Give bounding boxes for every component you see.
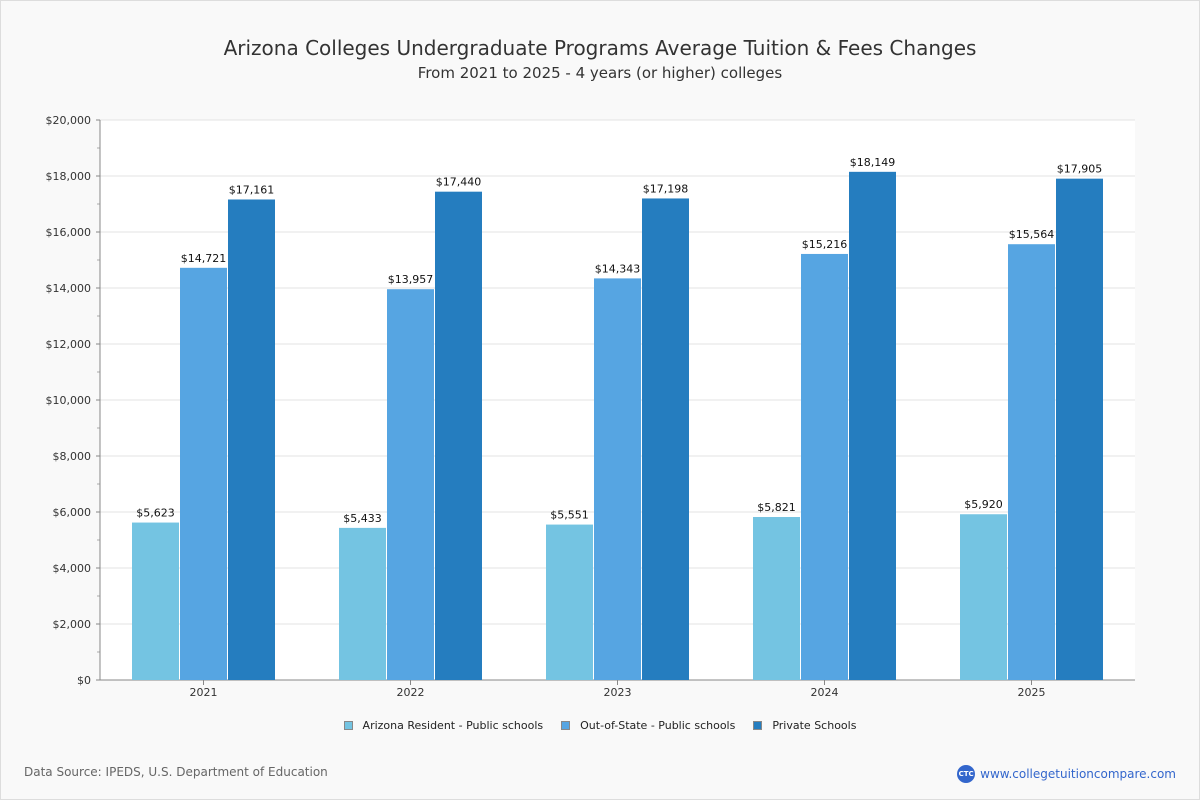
legend-label: Private Schools	[772, 719, 857, 732]
x-tick-label: 2025	[1018, 686, 1046, 699]
x-tick-label: 2021	[190, 686, 218, 699]
bar	[387, 289, 434, 680]
data-label: $18,149	[850, 156, 896, 169]
brand-link[interactable]: CTC www.collegetuitioncompare.com	[957, 765, 1176, 783]
data-label: $5,920	[964, 498, 1003, 511]
bar	[849, 171, 896, 680]
legend-item[interactable]: Arizona Resident - Public schools	[343, 719, 544, 732]
data-source: Data Source: IPEDS, U.S. Department of E…	[24, 765, 328, 779]
data-label: $5,433	[343, 512, 382, 525]
chart-legend: Arizona Resident - Public schools Out-of-…	[0, 719, 1200, 732]
y-tick-label: $16,000	[46, 226, 92, 239]
bar	[228, 199, 275, 680]
data-label: $5,623	[136, 507, 175, 520]
bar	[594, 278, 641, 680]
data-label: $17,198	[643, 182, 689, 195]
x-tick-label: 2024	[811, 686, 839, 699]
legend-label: Arizona Resident - Public schools	[362, 719, 544, 732]
bar	[1056, 178, 1103, 680]
y-tick-label: $10,000	[46, 394, 92, 407]
bar	[753, 517, 800, 680]
legend-swatch	[753, 721, 763, 730]
data-label: $5,551	[550, 509, 589, 522]
data-label: $14,721	[181, 252, 227, 265]
bar	[642, 198, 689, 680]
y-tick-label: $0	[77, 674, 91, 687]
data-label: $15,564	[1009, 228, 1055, 241]
legend-item[interactable]: Out-of-State - Public schools	[561, 719, 735, 732]
y-tick-label: $20,000	[46, 114, 92, 127]
y-tick-label: $2,000	[53, 618, 92, 631]
brand-logo-icon: CTC	[957, 765, 976, 783]
bar	[801, 253, 848, 680]
data-label: $13,957	[388, 273, 434, 286]
x-tick-label: 2022	[397, 686, 425, 699]
data-label: $17,905	[1057, 163, 1103, 176]
y-tick-label: $4,000	[53, 562, 92, 575]
brand-url: www.collegetuitioncompare.com	[980, 767, 1176, 781]
legend-swatch	[561, 721, 571, 730]
bar	[1008, 244, 1055, 680]
bar	[546, 524, 593, 680]
data-label: $14,343	[595, 262, 641, 275]
legend-label: Out-of-State - Public schools	[580, 719, 736, 732]
data-label: $17,440	[436, 176, 482, 189]
data-label: $15,216	[802, 238, 848, 251]
x-tick-label: 2023	[604, 686, 632, 699]
y-tick-label: $12,000	[46, 338, 92, 351]
y-tick-label: $6,000	[53, 506, 92, 519]
bar	[960, 514, 1007, 680]
data-label: $5,821	[757, 501, 796, 514]
bar	[132, 522, 179, 680]
y-tick-label: $14,000	[46, 282, 92, 295]
bar	[339, 527, 386, 680]
bar	[435, 191, 482, 680]
chart-subtitle: From 2021 to 2025 - 4 years (or higher) …	[417, 64, 783, 82]
legend-item[interactable]: Private Schools	[753, 719, 856, 732]
y-tick-label: $18,000	[46, 170, 92, 183]
bar	[180, 267, 227, 680]
legend-swatch	[343, 721, 353, 730]
chart-title: Arizona Colleges Undergraduate Programs …	[223, 36, 977, 60]
y-tick-label: $8,000	[53, 450, 92, 463]
data-label: $17,161	[229, 183, 275, 196]
